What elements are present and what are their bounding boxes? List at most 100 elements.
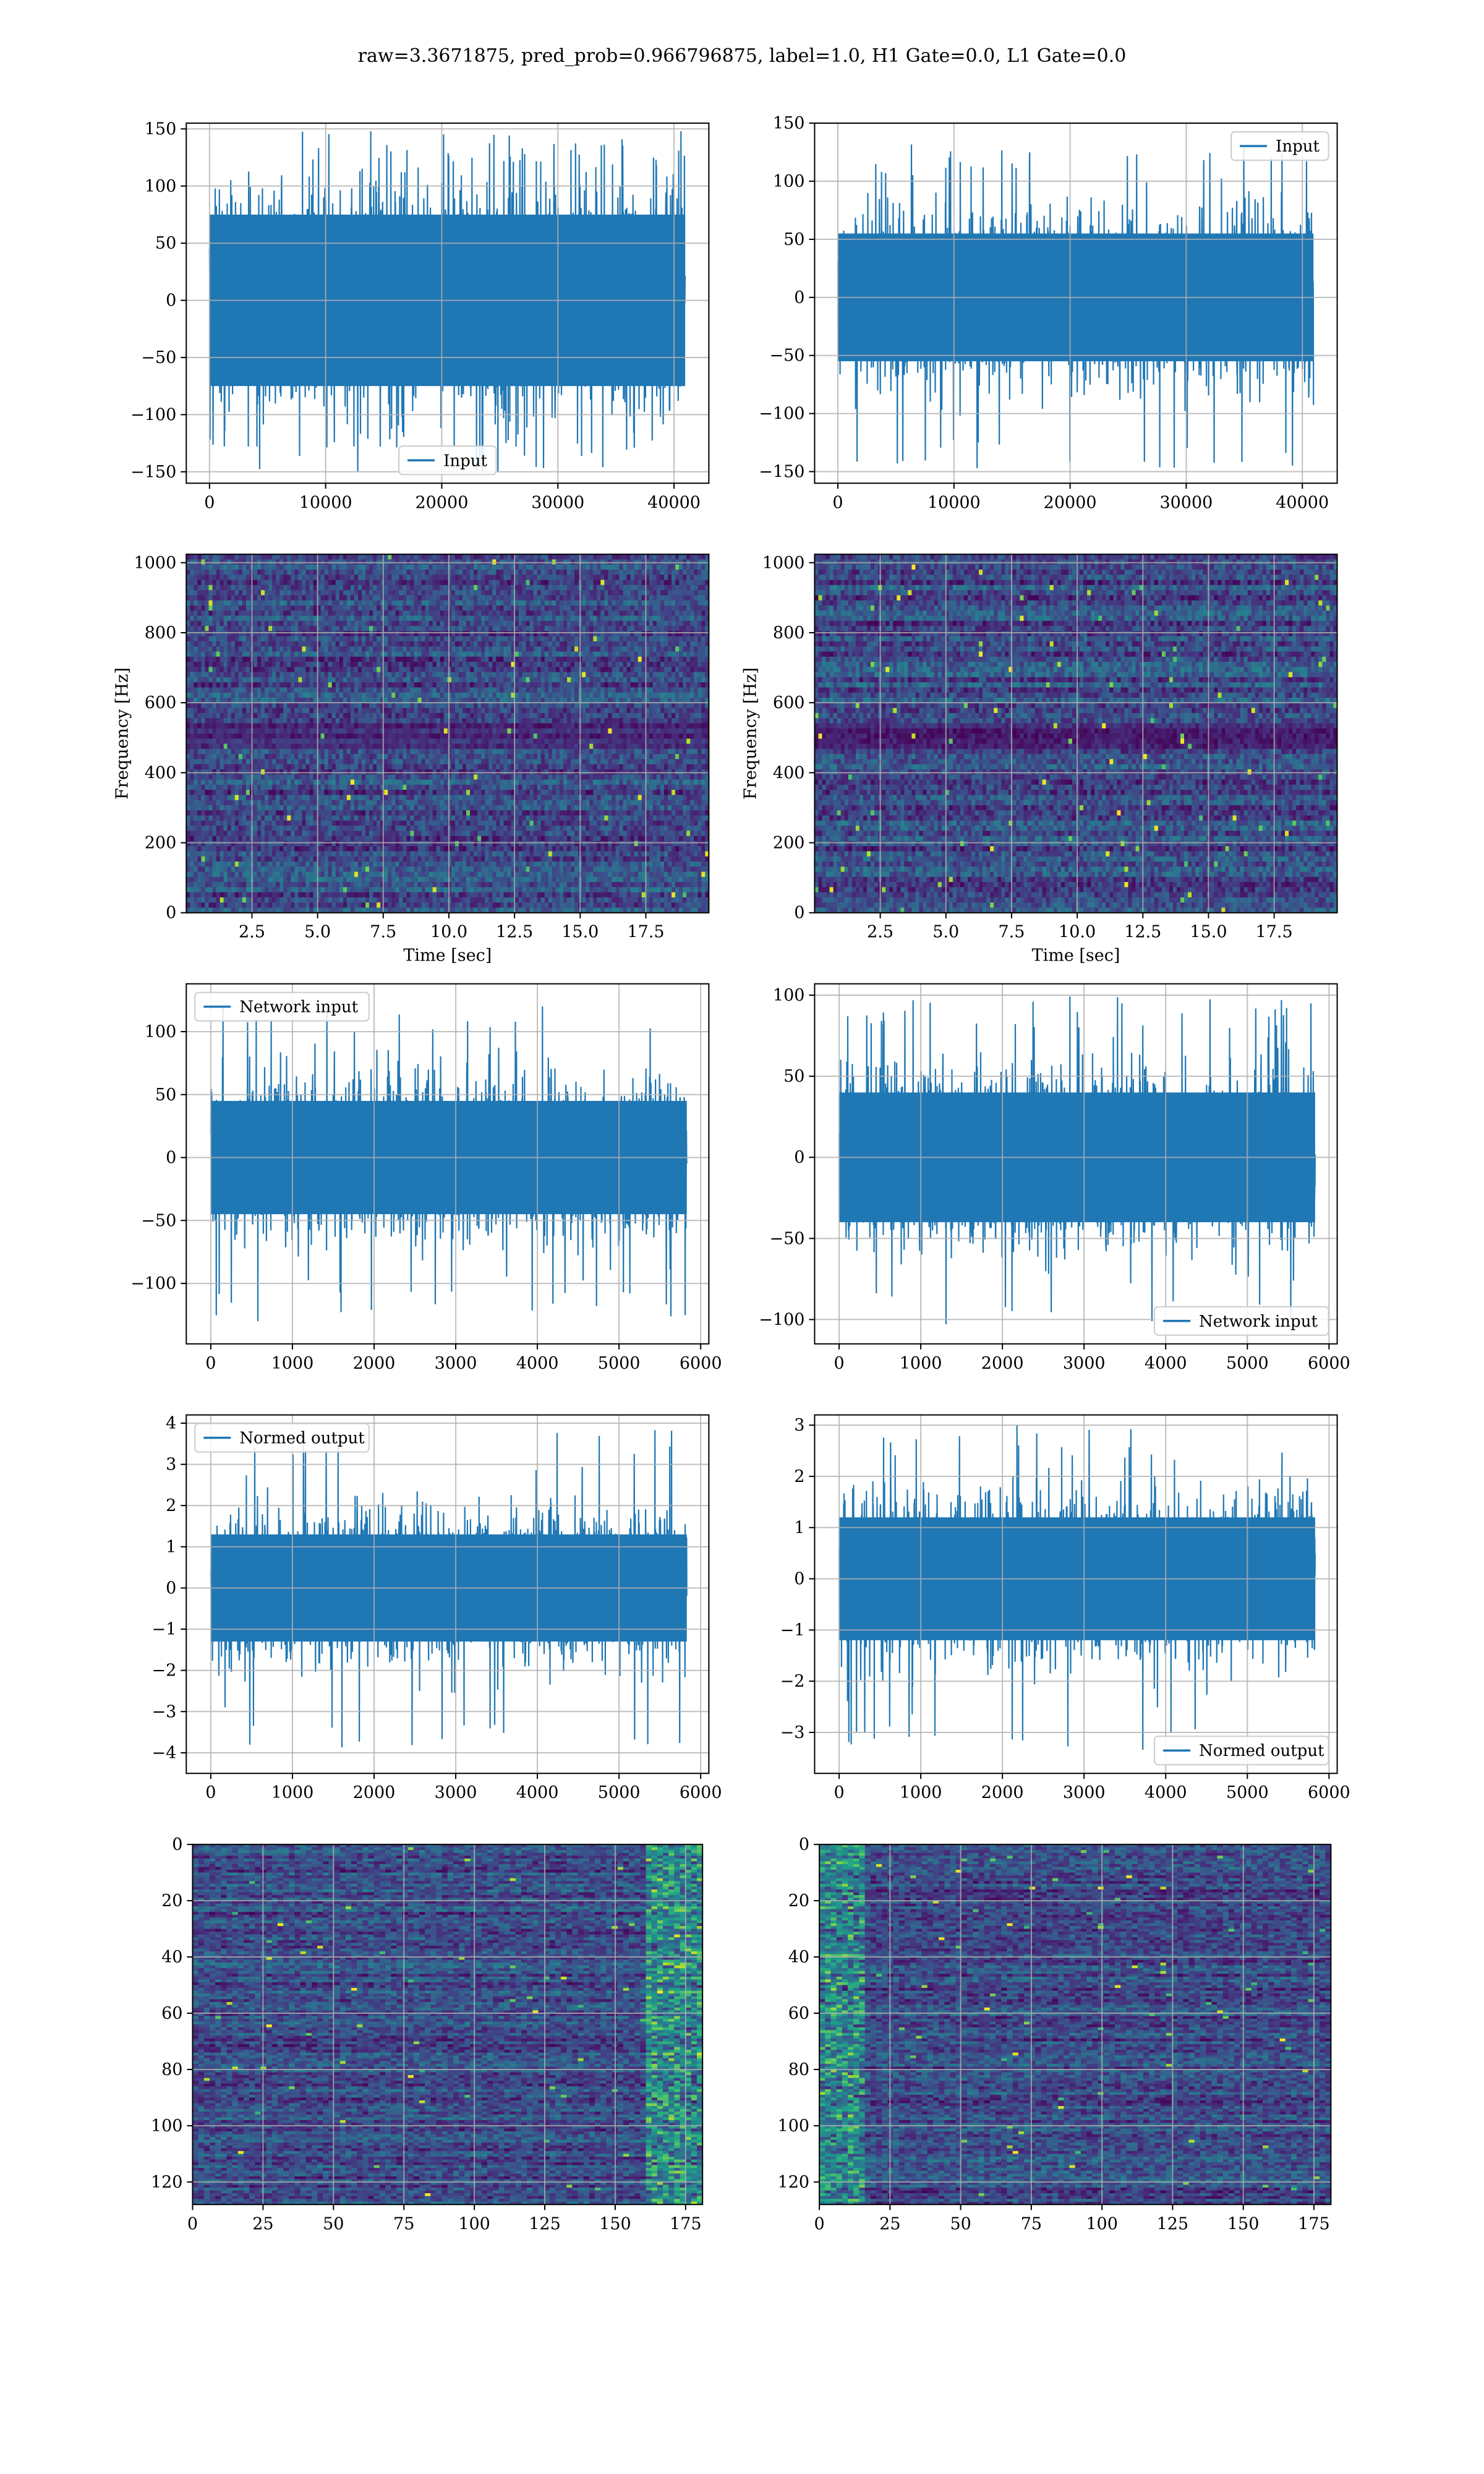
h1-feature-map-xtick-label-3: 75: [393, 2214, 414, 2233]
l1-input-ytick-label-6: 150: [773, 114, 805, 133]
l1-spectrogram-xtick-label-1: 5.0: [932, 923, 959, 942]
l1-input-ytick-label-4: 50: [783, 230, 804, 249]
l1-feature-map-xtick-label-2: 50: [950, 2214, 971, 2233]
h1-input-legend: Input: [398, 445, 497, 476]
h1-feature-map-ytick-label-4: 80: [161, 2060, 182, 2079]
l1-feature-map-xtick-label-4: 100: [1086, 2214, 1118, 2233]
h1-normed-output-ytick-label-4: 0: [166, 1578, 176, 1598]
l1-normed-output-ytick-label-5: 2: [794, 1467, 804, 1486]
h1-normed-output-axes-frame: [186, 1414, 710, 1774]
l1-input-ytick-label-1: −100: [759, 404, 804, 424]
l1-input-legend: Input: [1230, 131, 1329, 161]
l1-feature-map-ytick-label-4: 80: [788, 2060, 809, 2079]
l1-feature-map-xtick-label-6: 150: [1227, 2214, 1260, 2233]
h1-feature-map-axes-frame: [192, 1844, 704, 2206]
h1-spectrogram-xtick-label-0: 2.5: [239, 923, 265, 942]
h1-input-ytick-label-1: −100: [130, 405, 176, 424]
h1-spectrogram-xtick-label-2: 7.5: [370, 923, 396, 942]
l1-spectrogram-xtick-label-2: 7.5: [998, 923, 1025, 942]
h1-network-input-xtick-label-5: 5000: [598, 1354, 641, 1373]
l1-normed-output-panel: 0 1000 2000 3000 4000 5000 6000 −3 −2 −1 0 1 2 3 Norme…: [780, 1414, 1350, 1802]
h1-feature-map-xtick-label-2: 50: [323, 2214, 344, 2233]
h1-normed-output-xtick-label-3: 3000: [435, 1783, 477, 1802]
h1-input-xtick-label-1: 10000: [299, 493, 352, 512]
l1-normed-output-xtick-label-5: 5000: [1226, 1783, 1269, 1802]
l1-input-axes-frame: [814, 122, 1338, 484]
h1-spectrogram-ytick-label-4: 800: [145, 623, 177, 643]
l1-spectrogram-ytick-label-0: 0: [794, 904, 804, 923]
l1-input-ytick-label-3: 0: [794, 288, 804, 307]
l1-normed-output-axes-frame: [814, 1414, 1338, 1774]
h1-network-input-xtick-label-1: 1000: [271, 1354, 314, 1373]
l1-feature-map-xtick-label-3: 75: [1021, 2214, 1042, 2233]
l1-normed-output-xtick-label-2: 2000: [981, 1783, 1024, 1802]
l1-normed-output-ytick-label-3: 0: [794, 1570, 804, 1589]
l1-feature-map-ytick-label-1: 20: [788, 1891, 809, 1911]
l1-feature-map-axes-frame: [819, 1844, 1332, 2206]
h1-normed-output-ytick-label-5: 1: [166, 1538, 176, 1557]
l1-feature-map-ytick-label-0: 0: [799, 1835, 809, 1854]
h1-feature-map-ytick-label-5: 100: [151, 2117, 183, 2136]
l1-spectrogram-xtick-label-0: 2.5: [867, 923, 893, 942]
l1-spectrogram-ytick-label-2: 400: [773, 763, 805, 782]
l1-feature-map-xtick-label-5: 125: [1157, 2214, 1189, 2233]
l1-normed-output-xtick-label-4: 4000: [1145, 1783, 1187, 1802]
h1-network-input-ytick-label-4: 100: [145, 1022, 177, 1042]
h1-spectrogram-xtick-label-3: 10.0: [430, 923, 467, 942]
h1-normed-output-legend-label: Normed output: [239, 1429, 365, 1448]
l1-network-input-xtick-label-5: 5000: [1226, 1354, 1269, 1373]
l1-network-input-ytick-label-3: 50: [783, 1067, 804, 1086]
h1-normed-output-ytick-label-3: −1: [151, 1620, 176, 1639]
l1-normed-output-ytick-label-1: −2: [780, 1672, 805, 1691]
h1-normed-output-ytick-label-1: −3: [151, 1702, 176, 1721]
h1-input-ytick-label-6: 150: [145, 119, 177, 139]
l1-spectrogram-xtick-label-4: 12.5: [1124, 923, 1161, 942]
h1-feature-map-cells: [192, 1844, 703, 2205]
h1-feature-map-xtick-label-5: 125: [529, 2214, 561, 2233]
l1-spectrogram-cells: [814, 554, 1337, 913]
l1-input-ytick-label-0: −150: [759, 462, 804, 481]
h1-feature-map-xtick-label-0: 0: [187, 2214, 198, 2233]
h1-spectrogram-xtick-label-5: 15.0: [561, 923, 599, 942]
l1-network-input-ytick-label-0: −100: [759, 1310, 804, 1329]
h1-normed-output-xtick-label-4: 4000: [516, 1783, 559, 1802]
h1-network-input-xtick-label-6: 6000: [680, 1354, 722, 1373]
l1-normed-output-xtick-label-0: 0: [834, 1783, 844, 1802]
h1-input-xtick-label-0: 0: [204, 493, 215, 512]
h1-feature-map-xtick-label-7: 175: [670, 2214, 702, 2233]
h1-spectrogram-xtick-label-6: 17.5: [627, 923, 664, 942]
h1-spectrogram-ytick-label-5: 1000: [134, 554, 177, 573]
h1-feature-map-xtick-label-4: 100: [458, 2214, 490, 2233]
l1-normed-output-ytick-label-4: 1: [794, 1518, 804, 1538]
h1-network-input-legend-label: Network input: [239, 998, 358, 1017]
l1-feature-map-ytick-label-5: 100: [778, 2117, 810, 2136]
l1-feature-map-ytick-label-6: 120: [778, 2173, 810, 2192]
l1-network-input-legend: Network input: [1154, 1306, 1329, 1336]
l1-normed-output-legend: Normed output: [1154, 1736, 1329, 1766]
l1-feature-map-panel: 0 25 50 75 100 125 150 175 0 20 40 60 80 100 120: [778, 1835, 1332, 2233]
l1-network-input-ytick-label-4: 100: [773, 986, 805, 1005]
l1-feature-map-xtick-label-7: 175: [1298, 2214, 1330, 2233]
l1-network-input-legend-label: Network input: [1199, 1312, 1318, 1331]
l1-network-input-ytick-label-1: −50: [769, 1229, 804, 1248]
h1-input-xtick-label-3: 30000: [531, 493, 584, 512]
h1-input-ytick-label-4: 50: [155, 234, 176, 253]
h1-spectrogram-ytick-label-1: 200: [145, 834, 177, 853]
h1-normed-output-xtick-label-5: 5000: [598, 1783, 641, 1802]
l1-network-input-panel: 0 1000 2000 3000 4000 5000 6000 −100 −50 0 50 100 Ne…: [759, 983, 1350, 1373]
l1-network-input-xtick-label-6: 6000: [1308, 1354, 1350, 1373]
l1-normed-output-xtick-label-6: 6000: [1308, 1783, 1350, 1802]
h1-input-panel: 0 10000 20000 30000 40000 −150 −100 −50 0 50 100 15…: [130, 119, 710, 512]
h1-network-input-legend: Network input: [194, 991, 370, 1022]
h1-normed-output-ytick-label-2: −2: [151, 1661, 176, 1680]
h1-normed-output-xtick-label-6: 6000: [680, 1783, 722, 1802]
h1-feature-map-ytick-label-2: 40: [161, 1948, 182, 1967]
l1-input-xtick-label-4: 40000: [1276, 493, 1329, 512]
h1-spectrogram-ylabel: Frequency [Hz]: [113, 667, 132, 799]
h1-feature-map-xtick-label-6: 150: [599, 2214, 631, 2233]
h1-input-ytick-label-2: −50: [141, 348, 176, 367]
l1-spectrogram-xtick-label-6: 17.5: [1256, 923, 1293, 942]
l1-spectrogram-xtick-label-5: 15.0: [1190, 923, 1227, 942]
l1-input-xtick-label-3: 30000: [1159, 493, 1213, 512]
